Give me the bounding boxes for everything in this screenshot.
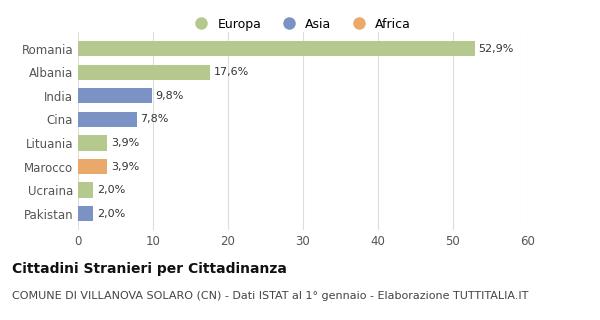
Bar (78, 112, 137, 127)
Bar (78, 88, 151, 103)
Bar (78, 182, 93, 198)
Bar (78, 135, 107, 151)
Text: 52,9%: 52,9% (479, 44, 514, 54)
Text: 9,8%: 9,8% (155, 91, 184, 101)
Text: 3,9%: 3,9% (111, 162, 139, 172)
Bar (78, 159, 107, 174)
Text: COMUNE DI VILLANOVA SOLARO (CN) - Dati ISTAT al 1° gennaio - Elaborazione TUTTIT: COMUNE DI VILLANOVA SOLARO (CN) - Dati I… (12, 291, 529, 301)
Text: 2,0%: 2,0% (97, 185, 125, 195)
Legend: Europa, Asia, Africa: Europa, Asia, Africa (184, 13, 416, 36)
Text: 17,6%: 17,6% (214, 67, 249, 77)
Text: 2,0%: 2,0% (97, 209, 125, 219)
Text: 7,8%: 7,8% (140, 115, 169, 124)
Text: 3,9%: 3,9% (111, 138, 139, 148)
Text: Cittadini Stranieri per Cittadinanza: Cittadini Stranieri per Cittadinanza (12, 262, 287, 276)
Bar (78, 65, 210, 80)
Bar (78, 206, 93, 221)
Bar (78, 41, 475, 56)
